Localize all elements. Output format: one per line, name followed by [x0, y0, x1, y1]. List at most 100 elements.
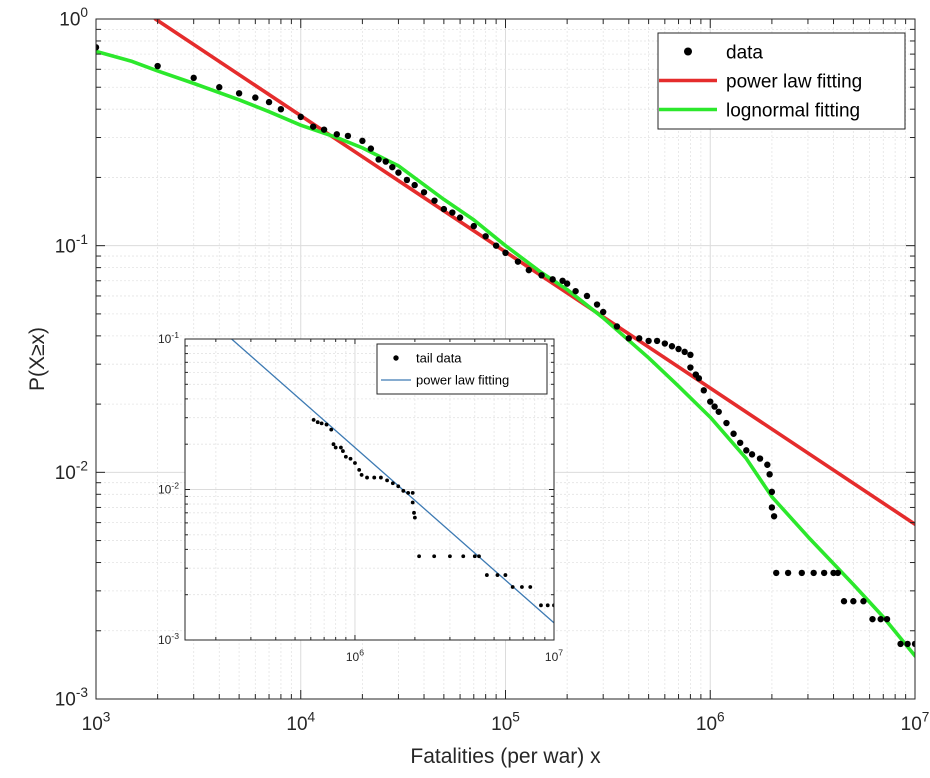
- data-point: [410, 490, 415, 495]
- data-point: [265, 98, 273, 106]
- data-point: [344, 132, 352, 140]
- data-point: [572, 287, 579, 295]
- data-point: [378, 475, 383, 480]
- data-point: [417, 554, 421, 559]
- data-point: [324, 422, 329, 427]
- data-point: [477, 554, 481, 559]
- x-tick-label: 106: [696, 709, 725, 735]
- data-point: [525, 266, 533, 274]
- data-point: [277, 105, 285, 113]
- data-point: [448, 554, 452, 559]
- legend-label: data: [726, 42, 763, 63]
- data-point: [520, 585, 524, 589]
- y-tick-label: 10-2: [158, 480, 179, 496]
- data-point: [216, 84, 223, 91]
- x-tick-label: 107: [901, 709, 930, 735]
- data-point: [315, 420, 320, 425]
- data-point: [766, 471, 773, 478]
- data-point: [528, 585, 533, 589]
- data-point: [252, 94, 259, 101]
- data-point: [798, 569, 806, 577]
- x-tick-label: 104: [286, 709, 315, 735]
- data-point: [514, 258, 522, 265]
- data-point: [820, 569, 828, 577]
- data-point: [756, 455, 764, 462]
- data-point: [715, 408, 722, 415]
- legend-marker: [684, 47, 692, 56]
- data-point: [154, 62, 161, 70]
- data-point: [431, 197, 438, 204]
- data-point: [96, 44, 100, 51]
- data-point: [339, 445, 343, 450]
- data-point: [723, 419, 730, 427]
- data-point: [432, 554, 437, 559]
- y-tick-label: 10-2: [55, 458, 88, 484]
- data-point: [484, 573, 489, 577]
- data-point: [593, 301, 601, 308]
- data-point: [743, 447, 750, 454]
- data-point: [353, 461, 357, 465]
- data-point: [583, 292, 591, 300]
- data-point: [472, 554, 477, 559]
- data-point: [412, 515, 417, 520]
- data-point: [461, 554, 466, 559]
- data-point: [502, 249, 509, 257]
- data-point: [768, 488, 776, 496]
- data-point: [401, 488, 406, 493]
- y-tick-label: 10-3: [55, 685, 88, 711]
- data-point: [309, 123, 317, 130]
- data-point: [440, 205, 448, 213]
- data-point: [412, 510, 416, 515]
- data-point: [883, 615, 891, 623]
- data-point: [449, 209, 456, 216]
- data-point: [661, 340, 669, 347]
- data-point: [668, 343, 676, 350]
- data-point: [599, 308, 607, 316]
- data-point: [420, 189, 428, 196]
- data-point: [687, 351, 694, 359]
- data-point: [784, 569, 792, 577]
- data-point: [613, 323, 621, 330]
- data-point: [348, 456, 353, 461]
- data-point: [810, 569, 817, 577]
- data-point: [687, 364, 694, 371]
- data-point: [357, 467, 362, 472]
- data-point: [359, 137, 366, 145]
- data-point: [389, 163, 396, 171]
- data-point: [395, 169, 402, 176]
- x-tick-label: 106: [346, 648, 364, 664]
- data-point: [911, 640, 915, 648]
- data-point: [675, 345, 682, 353]
- data-point: [406, 490, 411, 495]
- data-point: [860, 598, 867, 605]
- data-point: [331, 442, 336, 447]
- y-tick-label: 100: [59, 5, 88, 31]
- data-point: [736, 439, 744, 446]
- data-point: [834, 569, 842, 577]
- data-point: [559, 277, 566, 284]
- x-tick-label: 107: [545, 648, 563, 664]
- legend-box: [376, 343, 548, 395]
- data-point: [341, 449, 345, 453]
- data-point: [510, 585, 515, 589]
- data-point: [470, 222, 477, 230]
- data-point: [190, 74, 197, 82]
- data-point: [385, 478, 389, 483]
- legend-label: power law fitting: [416, 373, 509, 388]
- data-point: [482, 233, 489, 240]
- data-point: [773, 569, 780, 577]
- data-point: [711, 403, 718, 410]
- legend-marker: [393, 355, 399, 361]
- data-point: [333, 445, 338, 450]
- data-point: [897, 640, 904, 648]
- data-point: [563, 280, 571, 287]
- data-point: [495, 573, 500, 577]
- data-point: [319, 421, 324, 426]
- data-point: [768, 504, 776, 511]
- data-point: [396, 484, 401, 489]
- series-group: [96, 19, 915, 658]
- data-point: [730, 430, 737, 437]
- data-point: [748, 451, 756, 458]
- series-group: [230, 339, 554, 624]
